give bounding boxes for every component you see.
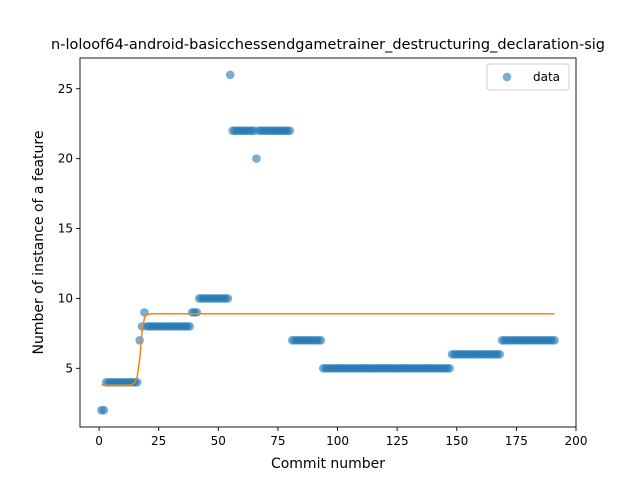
x-tick-label: 0	[95, 434, 103, 448]
y-tick-label: 25	[58, 82, 73, 96]
legend-label: data	[533, 70, 560, 84]
plot-area	[97, 70, 559, 415]
y-tick-label: 5	[65, 361, 73, 375]
data-point	[225, 70, 235, 80]
y-axis-label: Number of instance of a feature	[31, 131, 47, 355]
x-tick-label: 200	[565, 434, 588, 448]
fit-line	[101, 313, 555, 386]
legend-marker	[502, 72, 512, 82]
data-point	[316, 336, 326, 345]
x-tick-label: 125	[386, 434, 409, 448]
data-point	[252, 154, 261, 163]
data-point	[192, 308, 202, 317]
legend: data	[486, 63, 570, 91]
x-axis-label: Commit number	[271, 456, 385, 472]
data-point	[445, 363, 454, 373]
chart-title: n-loloof64-android-basicchessendgametrai…	[51, 37, 605, 53]
data-point	[550, 336, 559, 345]
y-tick-label: 20	[58, 152, 73, 166]
data-point	[99, 405, 109, 415]
data-point	[495, 350, 504, 359]
data-point	[223, 294, 233, 303]
legend-box	[486, 63, 570, 91]
x-tick-label: 75	[270, 434, 285, 448]
y-tick-label: 10	[58, 291, 73, 305]
axes: 0 25 50 75 100 125 150 175 200 5 10 15 20 25	[58, 57, 588, 448]
x-tick-label: 100	[326, 434, 349, 448]
data-point	[285, 126, 295, 135]
axes-frame	[79, 57, 577, 428]
x-tick-label: 50	[211, 434, 226, 448]
data-point	[140, 308, 149, 317]
x-tick-label: 150	[445, 434, 468, 448]
data-point	[135, 336, 144, 345]
x-tick-label: 25	[151, 434, 166, 448]
y-tick-label: 15	[58, 222, 73, 236]
data-point	[185, 322, 194, 331]
x-tick-label: 175	[505, 434, 528, 448]
